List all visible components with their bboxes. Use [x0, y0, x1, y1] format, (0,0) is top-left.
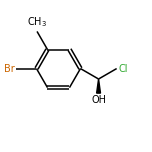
Text: CH$_3$: CH$_3$	[27, 15, 47, 29]
Text: Br: Br	[4, 64, 14, 74]
Text: Cl: Cl	[118, 64, 128, 74]
Polygon shape	[97, 79, 100, 93]
Text: OH: OH	[91, 95, 106, 105]
